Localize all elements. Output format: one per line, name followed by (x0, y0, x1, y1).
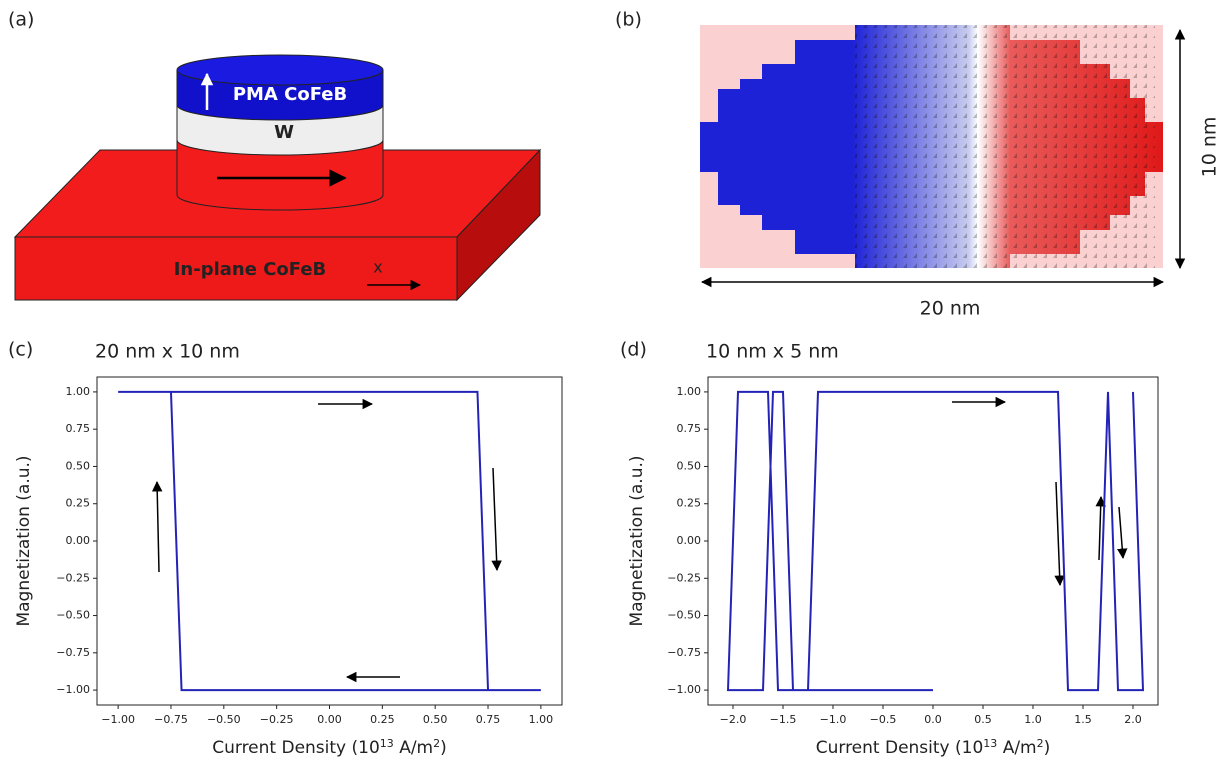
panel-label: (a) (8, 9, 34, 31)
y-tick-label: −0.25 (667, 571, 701, 584)
x-axis-label: Current Density (1013 A/m2) (816, 737, 1051, 758)
y-tick-label: −0.25 (56, 571, 90, 584)
x-axis-label-part: Current Density (10 (816, 738, 984, 758)
y-tick-label: 0.75 (677, 422, 702, 435)
y-axis-label: Magnetization (a.u.) (627, 455, 647, 626)
panel-label: (c) (8, 339, 33, 361)
panel-label: (b) (615, 9, 642, 31)
y-tick-label: −1.00 (667, 683, 701, 696)
x-axis-label-part: ) (1044, 738, 1051, 758)
width-label: 20 nm (920, 298, 981, 320)
x-tick-label: −1.00 (101, 713, 135, 726)
panel-a: (a) PMA CoFeB W In-plane CoFeB x (8, 9, 542, 302)
layer-label: PMA CoFeB (233, 84, 347, 105)
x-tick-label: −0.75 (154, 713, 188, 726)
x-tick-label: −0.50 (207, 713, 241, 726)
y-tick-label: 0.25 (677, 497, 702, 510)
y-tick-label: −0.75 (667, 646, 701, 659)
x-tick-label: 1.00 (529, 713, 554, 726)
chart-title: 10 nm x 5 nm (706, 341, 839, 363)
plot-frame (707, 376, 1159, 706)
x-tick-label: −0.25 (260, 713, 294, 726)
x-axis-label: Current Density (1013 A/m2) (212, 737, 447, 758)
y-tick-label: 0.75 (66, 422, 91, 435)
x-tick-label: 0.75 (476, 713, 501, 726)
slab-front (14, 236, 458, 301)
y-tick-label: 0.50 (677, 459, 702, 472)
cylinder-cap (176, 54, 384, 86)
sweep-arrow (1117, 506, 1128, 560)
data-line (726, 390, 1145, 692)
data-line (118, 390, 541, 692)
layer-label: W (274, 122, 294, 143)
x-axis-label-superscript: 13 (983, 737, 997, 750)
x-axis-label-part: ) (440, 738, 447, 758)
plot-frame (96, 376, 563, 706)
x-tick-label: 0.00 (317, 713, 342, 726)
x-tick-label: 0.5 (974, 713, 992, 726)
height-label: 10 nm (1199, 117, 1221, 178)
cylinder-bottom (176, 139, 384, 211)
sweep-arrows (151, 396, 1128, 683)
panel-b: (b) 10 nm 20 nm (615, 9, 1221, 320)
y-tick-label: 0.50 (66, 459, 91, 472)
y-tick-label: 0.00 (66, 534, 91, 547)
chart-title: 20 nm x 10 nm (95, 341, 240, 363)
x-tick-label: −2.0 (720, 713, 747, 726)
y-tick-label: −0.50 (667, 609, 701, 622)
x-axis-label-superscript: 2 (433, 737, 440, 750)
sweep-arrow (491, 467, 502, 572)
x-tick-label: 0.0 (924, 713, 942, 726)
x-axis-label-part: A/m (394, 738, 433, 758)
y-tick-label: 0.25 (66, 497, 91, 510)
x-axis-label-superscript: 13 (380, 737, 394, 750)
sweep-arrow (1095, 495, 1106, 561)
sweep-arrow (151, 480, 163, 573)
x-axis-label-superscript: 2 (1037, 737, 1044, 750)
axis-label: x (373, 258, 382, 277)
x-tick-label: −0.5 (870, 713, 897, 726)
x-tick-label: 1.0 (1024, 713, 1042, 726)
x-tick-label: 1.5 (1074, 713, 1092, 726)
y-tick-label: −1.00 (56, 683, 90, 696)
y-axis-label: Magnetization (a.u.) (14, 455, 34, 626)
layer-label: In-plane CoFeB (174, 259, 327, 280)
y-tick-label: 1.00 (66, 385, 91, 398)
y-tick-label: 1.00 (677, 385, 702, 398)
spin-cells (855, 25, 1155, 268)
panel-label: (d) (620, 339, 647, 361)
x-tick-label: −1.5 (770, 713, 797, 726)
y-tick-label: −0.75 (56, 646, 90, 659)
x-tick-label: −1.0 (820, 713, 847, 726)
x-axis-label-part: A/m (997, 738, 1036, 758)
x-axis-label-part: Current Density (10 (212, 738, 380, 758)
y-tick-label: 0.00 (677, 534, 702, 547)
y-tick-label: −0.50 (56, 609, 90, 622)
x-tick-label: 0.50 (423, 713, 448, 726)
sweep-arrow (1054, 481, 1065, 587)
x-tick-label: 0.25 (370, 713, 395, 726)
x-tick-label: 2.0 (1124, 713, 1142, 726)
